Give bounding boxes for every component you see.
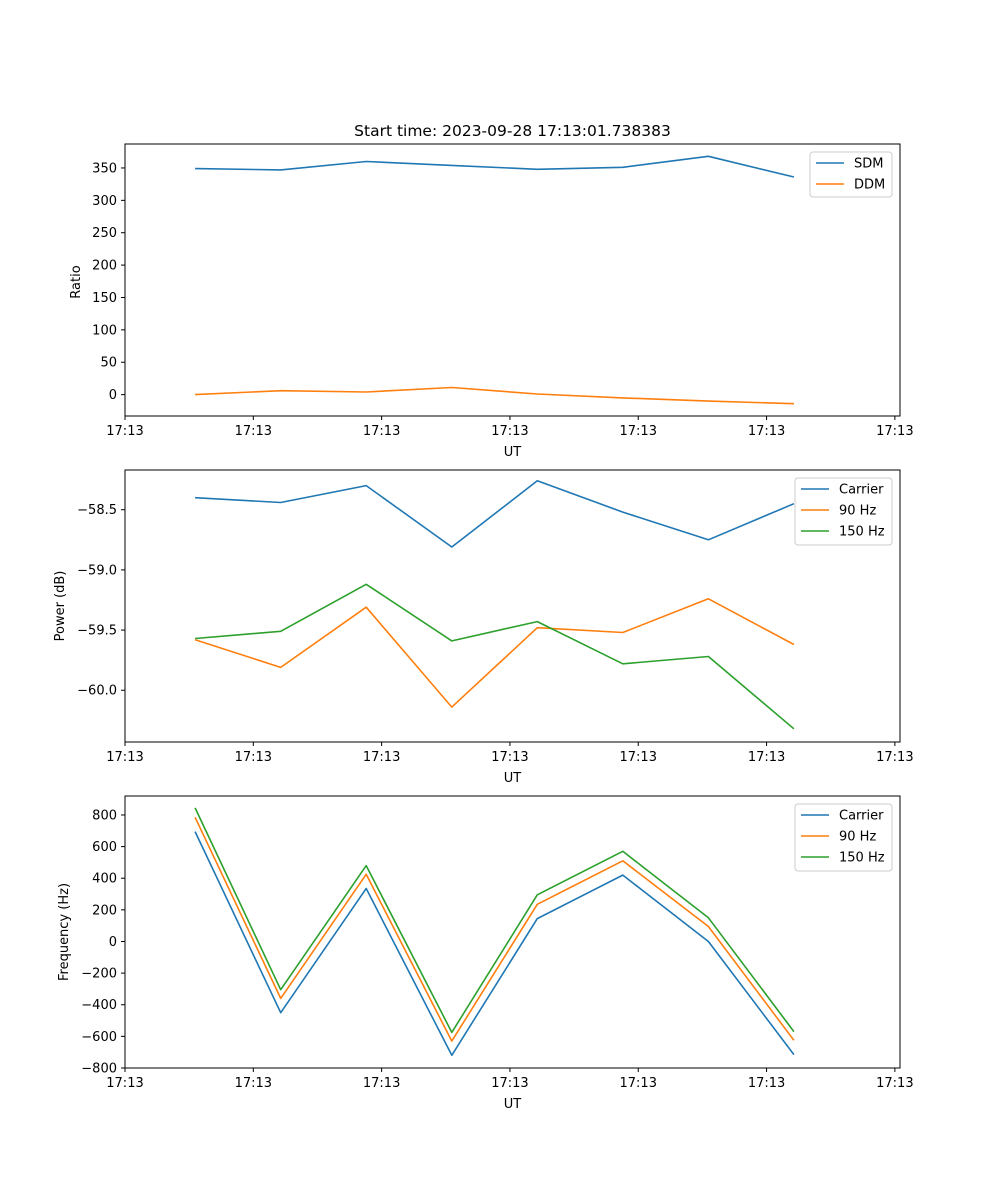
y-tick-label: 0 xyxy=(109,388,117,403)
legend-label: Carrier xyxy=(839,809,884,824)
y-tick-label: −800 xyxy=(81,1062,117,1077)
chart-title: Start time: 2023-09-28 17:13:01.738383 xyxy=(354,122,671,140)
axes-frame xyxy=(124,143,901,417)
y-tick-label: 600 xyxy=(92,840,117,855)
x-tick-label: 17:13 xyxy=(106,1076,143,1091)
y-tick-label: 200 xyxy=(92,259,117,274)
x-tick-label: 17:13 xyxy=(235,750,272,765)
y-tick-label: −60.0 xyxy=(77,684,117,699)
y-tick-label: 250 xyxy=(92,226,117,241)
legend-label: 150 Hz xyxy=(839,525,885,540)
y-tick-label: 150 xyxy=(92,291,117,306)
series-line-90-hz xyxy=(194,816,795,1042)
x-tick-label: 17:13 xyxy=(235,424,272,439)
series-line-ddm xyxy=(195,386,794,405)
x-tick-label: 17:13 xyxy=(748,1076,785,1091)
x-tick-label: 17:13 xyxy=(876,1076,913,1091)
x-tick-label: 17:13 xyxy=(620,1076,657,1091)
y-tick-label: −400 xyxy=(81,998,117,1013)
x-tick-label: 17:13 xyxy=(876,424,913,439)
x-tick-label: 17:13 xyxy=(363,750,400,765)
series-line-150-hz xyxy=(194,807,795,1034)
power-y-axis-label: Power (dB) xyxy=(53,571,68,642)
x-tick-label: 17:13 xyxy=(106,750,143,765)
legend-label: SDM xyxy=(854,157,883,172)
power-plot: 17:13 17:13 17:13 17:13 17:13 17:13 17:13 −58.5… xyxy=(77,469,914,765)
y-tick-label: −58.5 xyxy=(77,503,117,518)
series-line-carrier xyxy=(195,479,795,548)
series-line-sdm xyxy=(195,155,795,178)
x-tick-label: 17:13 xyxy=(106,424,143,439)
x-tick-label: 17:13 xyxy=(748,750,785,765)
x-tick-label: 17:13 xyxy=(748,424,785,439)
axes-frame xyxy=(124,469,901,743)
frequency-x-axis-label: UT xyxy=(504,1097,522,1112)
y-tick-label: −59.5 xyxy=(77,624,117,639)
y-tick-label: 350 xyxy=(92,161,117,176)
x-tick-label: 17:13 xyxy=(235,1076,272,1091)
x-tick-label: 17:13 xyxy=(363,1076,400,1091)
series-line-90-hz xyxy=(194,597,795,708)
y-tick-label: −600 xyxy=(81,1030,117,1045)
legend-box xyxy=(794,803,893,872)
power-panel: 17:13 17:13 17:13 17:13 17:13 17:13 17:13 −58.5… xyxy=(53,469,914,786)
y-tick-label: 0 xyxy=(109,935,117,950)
frequency-panel: 17:13 17:13 17:13 17:13 17:13 17:13 17:13 800 60… xyxy=(57,795,914,1112)
y-tick-label: −59.0 xyxy=(77,563,117,578)
legend-label: DDM xyxy=(854,178,885,193)
series-line-150-hz xyxy=(195,583,795,730)
ratio-y-axis-label: Ratio xyxy=(69,265,84,298)
legend-label: Carrier xyxy=(839,483,884,498)
power-x-axis-label: UT xyxy=(504,771,522,786)
y-tick-label: −200 xyxy=(81,967,117,982)
series-line-carrier xyxy=(194,831,795,1057)
x-tick-label: 17:13 xyxy=(620,750,657,765)
y-tick-label: 300 xyxy=(92,194,117,209)
legend-label: 90 Hz xyxy=(839,504,876,519)
frequency-plot: 17:13 17:13 17:13 17:13 17:13 17:13 17:13 800 60… xyxy=(81,795,914,1091)
ratio-panel: 17:13 17:13 17:13 17:13 17:13 17:13 17:13 0 50 10… xyxy=(69,143,914,460)
y-tick-label: 100 xyxy=(92,323,117,338)
legend-box xyxy=(794,477,893,546)
legend-label: 150 Hz xyxy=(839,851,885,866)
y-tick-label: 800 xyxy=(92,808,117,823)
axes-frame xyxy=(124,795,901,1069)
y-tick-label: 200 xyxy=(92,903,117,918)
x-tick-label: 17:13 xyxy=(491,750,528,765)
ratio-x-axis-label: UT xyxy=(504,445,522,460)
ratio-plot: 17:13 17:13 17:13 17:13 17:13 17:13 17:13 0 50 10… xyxy=(92,143,914,439)
x-tick-label: 17:13 xyxy=(491,424,528,439)
x-tick-label: 17:13 xyxy=(491,1076,528,1091)
x-tick-label: 17:13 xyxy=(620,424,657,439)
legend-label: 90 Hz xyxy=(839,830,876,845)
y-tick-label: 50 xyxy=(100,356,117,371)
y-tick-label: 400 xyxy=(92,872,117,887)
frequency-y-axis-label: Frequency (Hz) xyxy=(57,883,72,981)
x-tick-label: 17:13 xyxy=(363,424,400,439)
x-tick-label: 17:13 xyxy=(876,750,913,765)
